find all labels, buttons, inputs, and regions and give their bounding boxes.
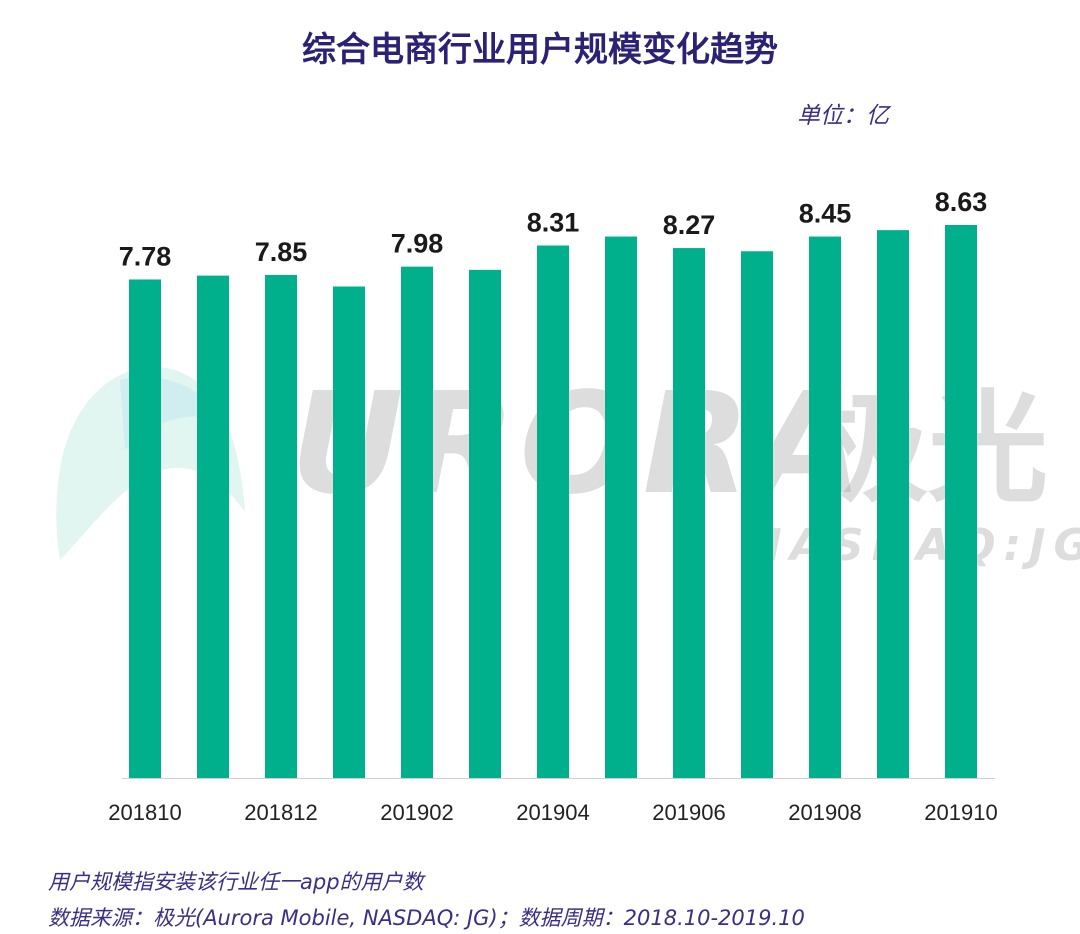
bar-201910 [945, 225, 977, 778]
bar-201904 [537, 245, 569, 778]
chart-title: 综合电商行业用户规模变化趋势 [302, 30, 778, 70]
tick-label-201910: 201910 [924, 800, 997, 825]
data-label-201908: 8.45 [799, 199, 852, 229]
bar-201903 [469, 269, 501, 778]
source-note: 数据来源：极光(Aurora Mobile, NASDAQ: JG)；数据周期：… [48, 906, 805, 930]
bar-201811 [197, 275, 229, 778]
data-label-201910: 8.63 [935, 187, 988, 217]
bar-201901 [333, 286, 365, 778]
tick-label-201906: 201906 [652, 800, 725, 825]
data-label-201902: 7.98 [391, 229, 444, 259]
tick-label-201812: 201812 [244, 800, 317, 825]
bar-201812 [265, 274, 297, 778]
bar-201909 [877, 230, 909, 779]
tick-label-201810: 201810 [108, 800, 181, 825]
bar-201810 [129, 279, 161, 778]
tick-label-201904: 201904 [516, 800, 589, 825]
data-label-201810: 7.78 [119, 241, 172, 271]
bar-201906 [673, 248, 705, 778]
data-label-201812: 7.85 [255, 237, 308, 267]
tick-label-201908: 201908 [788, 800, 861, 825]
bar-201908 [809, 236, 841, 778]
tick-label-201902: 201902 [380, 800, 453, 825]
bar-201907 [741, 251, 773, 778]
bar-group [129, 225, 977, 779]
data-label-group: 7.78 7.85 7.98 8.31 8.27 8.45 8.63 [119, 187, 988, 271]
data-label-201904: 8.31 [527, 208, 580, 238]
bar-201902 [401, 266, 433, 778]
tick-label-group: 201810 201812 201902 201904 201906 201908 2019… [108, 800, 997, 825]
data-label-201906: 8.27 [663, 210, 716, 240]
unit-label: 单位：亿 [797, 103, 889, 129]
definition-note: 用户规模指安装该行业任一app的用户数 [48, 870, 424, 894]
bar-201905 [605, 236, 637, 778]
